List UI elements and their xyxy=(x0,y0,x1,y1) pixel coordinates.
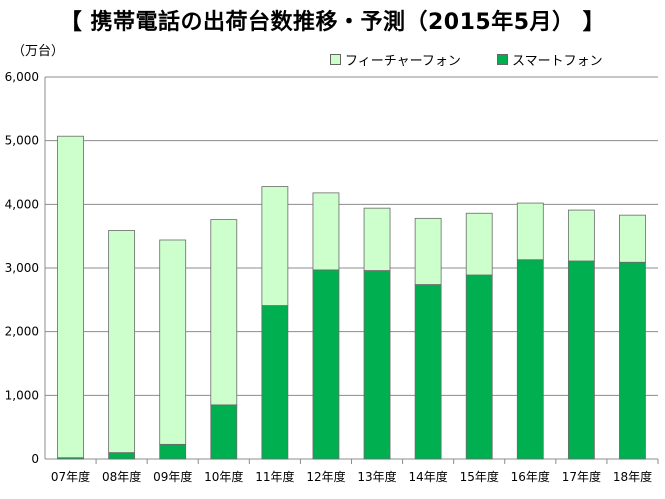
bar-feature-phone xyxy=(312,192,340,271)
bar-feature-phone xyxy=(414,217,442,285)
y-tick-label: 1,000 xyxy=(5,388,39,402)
bar-smartphone xyxy=(363,270,391,460)
x-tick-label: 12年度 xyxy=(306,469,345,484)
x-tick-label: 15年度 xyxy=(460,469,499,484)
legend-item-smartphone: スマートフォン xyxy=(497,50,603,69)
legend-label-feature-phone: フィーチャーフォン xyxy=(345,54,461,69)
x-tick-label: 14年度 xyxy=(408,469,447,484)
x-tick-label: 07年度 xyxy=(51,469,90,484)
bar-feature-phone xyxy=(567,209,595,262)
bar-smartphone xyxy=(210,404,238,460)
y-tick-label: 2,000 xyxy=(5,325,39,339)
x-tick-label: 11年度 xyxy=(255,469,294,484)
bar-smartphone xyxy=(516,259,544,460)
bar-smartphone xyxy=(465,274,493,460)
legend-item-feature-phone: フィーチャーフォン xyxy=(330,50,461,69)
x-tick-label: 13年度 xyxy=(357,469,396,484)
y-tick-label: 5,000 xyxy=(5,134,39,148)
bar-feature-phone xyxy=(465,212,493,276)
x-tick-label: 18年度 xyxy=(613,469,652,484)
bar-feature-phone xyxy=(57,135,84,459)
bar-feature-phone xyxy=(159,239,187,445)
bar-feature-phone xyxy=(619,214,646,263)
x-tick-label: 17年度 xyxy=(562,469,601,484)
bar-smartphone xyxy=(414,284,442,460)
x-tick-label: 08年度 xyxy=(102,469,141,484)
bar-feature-phone xyxy=(516,202,544,261)
legend-label-smartphone: スマートフォン xyxy=(512,54,603,69)
legend-swatch-feature-phone xyxy=(330,54,341,65)
x-tick-label: 09年度 xyxy=(153,469,192,484)
y-axis-unit-label: （万台） xyxy=(12,44,65,59)
bar-smartphone xyxy=(261,305,289,460)
y-tick-label: 4,000 xyxy=(5,197,39,211)
bar-feature-phone xyxy=(261,186,289,306)
bar-feature-phone xyxy=(108,230,136,454)
y-tick-label: 0 xyxy=(31,452,39,466)
y-tick-label: 3,000 xyxy=(5,261,39,275)
bar-smartphone xyxy=(159,443,187,460)
bar-smartphone xyxy=(567,260,595,460)
legend-swatch-smartphone xyxy=(497,54,508,65)
y-tick-label: 6,000 xyxy=(5,70,39,84)
bar-smartphone xyxy=(108,452,136,460)
x-tick-label: 10年度 xyxy=(204,469,243,484)
bar-feature-phone xyxy=(210,219,238,406)
bar-smartphone xyxy=(619,261,646,460)
x-tick-label: 16年度 xyxy=(511,469,550,484)
chart-title: 【 携帯電話の出荷台数推移・予測（2015年5月） 】 xyxy=(59,10,606,35)
bar-feature-phone xyxy=(363,207,391,271)
bar-smartphone xyxy=(312,269,340,460)
